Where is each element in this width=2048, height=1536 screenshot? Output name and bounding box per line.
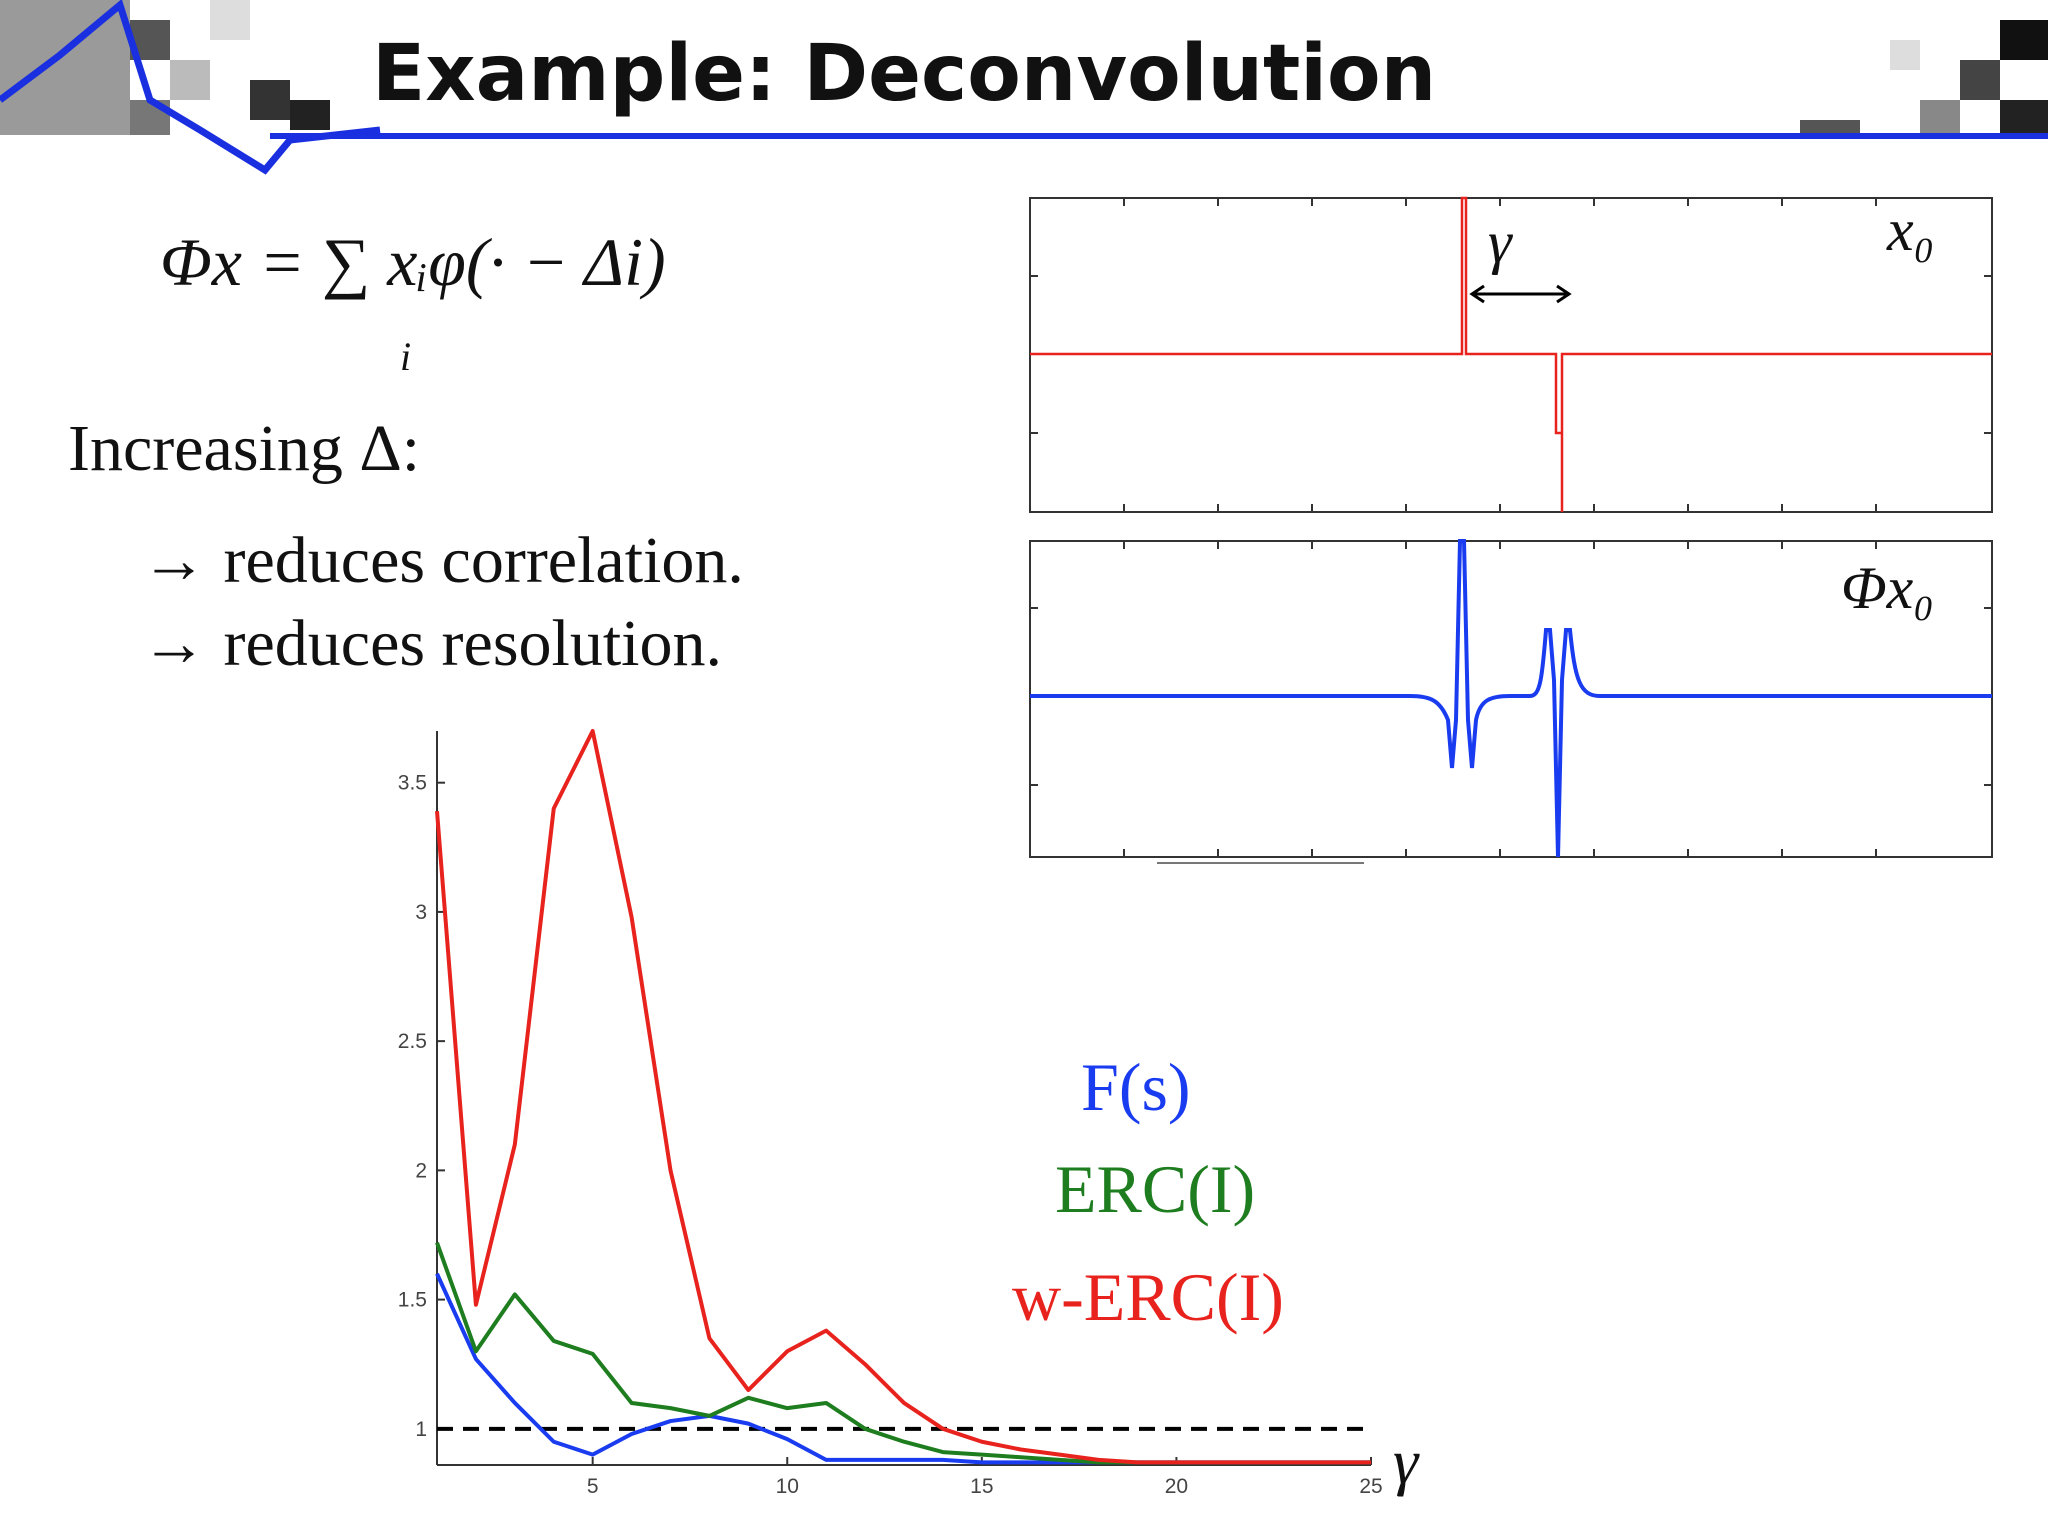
y-tick-label: 1 <box>415 1418 427 1441</box>
x-tick-label: 15 <box>970 1475 993 1498</box>
formula: Φx = ∑ xᵢφ(· − Δi) <box>160 224 666 300</box>
x-tick-label: 5 <box>587 1475 599 1498</box>
text-line: → reduces resolution. <box>141 607 722 680</box>
slide-title: Example: Deconvolution <box>372 29 1436 119</box>
y-tick-label: 3 <box>415 901 427 924</box>
legend-label: F(s) <box>1081 1049 1191 1125</box>
signal-label: Φx₀ <box>1841 555 1934 621</box>
text-line: Increasing Δ: <box>68 412 420 485</box>
legend-label: ERC(I) <box>1055 1151 1255 1227</box>
gap-label: γ <box>1488 209 1513 275</box>
series-line <box>435 729 1371 1465</box>
y-tick-label: 1.5 <box>398 1289 427 1312</box>
formula-index: i <box>400 334 411 379</box>
x-tick-label: 10 <box>776 1475 799 1498</box>
x-tick-label: 20 <box>1165 1475 1188 1498</box>
text-line: → reduces correlation. <box>141 524 744 597</box>
y-tick-label: 2 <box>415 1159 427 1182</box>
signal-label: x₀ <box>1886 197 1935 263</box>
header-decoration <box>0 0 2048 175</box>
y-tick-label: 2.5 <box>398 1030 427 1053</box>
signal-plots <box>1029 196 1993 864</box>
x-axis-label: γ <box>1393 1426 1420 1497</box>
legend-label: w-ERC(I) <box>1012 1259 1284 1335</box>
line-chart: 1 1.5 2 2.5 3 3.5 5 10 15 20 25 F(s) ERC(I) w-ERC(I) γ <box>398 729 1420 1498</box>
y-tick-label: 3.5 <box>398 772 427 795</box>
x-tick-label: 25 <box>1359 1475 1382 1498</box>
